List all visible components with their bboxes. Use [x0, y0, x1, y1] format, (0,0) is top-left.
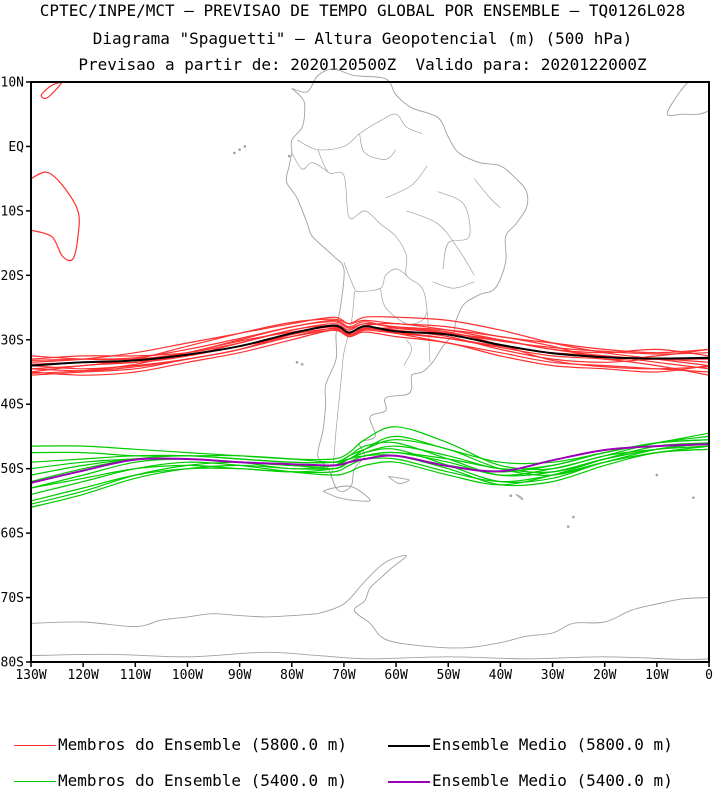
x-tick-label: 80W — [280, 668, 304, 683]
ensemble-lines — [30, 315, 710, 508]
isolated-contours — [30, 81, 80, 262]
y-tick-label: 40S — [1, 398, 24, 413]
x-tick-label: 130W — [15, 668, 46, 683]
legend-members-5400: Membros do Ensemble (5400.0 m) — [14, 772, 374, 792]
country-border — [437, 191, 471, 269]
island-dot — [233, 151, 236, 155]
island-dot — [509, 494, 513, 498]
island-dot — [295, 361, 299, 364]
coastline-segment — [30, 651, 710, 660]
series-line-m5800-7 — [30, 321, 710, 361]
legend-swatch-mean-5400 — [388, 781, 430, 783]
x-tick-label: 20W — [593, 668, 617, 683]
island-dot — [572, 515, 575, 519]
country-border — [343, 262, 407, 293]
country-border — [385, 165, 428, 199]
x-tick-label: 70W — [332, 668, 356, 683]
legend-members-5800: Membros do Ensemble (5800.0 m) — [14, 736, 374, 756]
country-border — [380, 288, 428, 325]
country-border — [291, 152, 329, 173]
series-line-m5400-8 — [30, 442, 710, 495]
coastline-segment — [666, 81, 710, 117]
legend-swatch-members-5400 — [14, 781, 56, 782]
country-border — [359, 133, 397, 160]
country-border — [432, 281, 475, 289]
y-tick-label: EQ — [8, 140, 24, 155]
coastline-segment — [515, 493, 524, 501]
legend-label-members-5400: Membros do Ensemble (5400.0 m) — [58, 771, 347, 790]
country-border — [403, 339, 413, 366]
series-line-m5800-8 — [30, 329, 710, 376]
coastline-segment — [317, 555, 710, 649]
y-tick-label: 10N — [1, 76, 24, 91]
coastline-segment — [322, 485, 371, 502]
y-tick-label: 30S — [1, 333, 24, 348]
island-dot — [300, 362, 304, 366]
island-dot — [692, 496, 695, 499]
coastline-segment — [388, 475, 410, 485]
series-line-m5800-5 — [30, 315, 710, 367]
isolated-contour-loop-left-edge — [30, 171, 80, 262]
y-tick-label: 10S — [1, 204, 24, 219]
legend-label-members-5800: Membros do Ensemble (5800.0 m) — [58, 735, 347, 754]
series-line-m5800-11 — [30, 319, 710, 361]
legend-mean-5400: Ensemble Medio (5400.0 m) — [388, 772, 718, 792]
series-line-m5400-10 — [30, 432, 710, 489]
series-line-m5400-9 — [30, 435, 710, 465]
title-line-2: Diagrama "Spaguetti" – Altura Geopotenci… — [92, 29, 633, 48]
x-tick-label: 0 — [705, 668, 713, 683]
x-tick-label: 60W — [384, 668, 408, 683]
island-dot — [243, 145, 247, 148]
y-tick-label: 70S — [1, 591, 24, 606]
legend-label-mean-5800: Ensemble Medio (5800.0 m) — [432, 735, 673, 754]
title-line-1: CPTEC/INPE/MCT – PREVISAO DE TEMPO GLOBA… — [39, 1, 686, 20]
x-tick-label: 40W — [489, 668, 513, 683]
island-dot — [566, 525, 570, 528]
y-tick-label: 60S — [1, 527, 24, 542]
country-border — [406, 210, 475, 276]
plot-frame — [30, 81, 710, 663]
legend-label-mean-5400: Ensemble Medio (5400.0 m) — [432, 771, 673, 790]
legend-mean-5800: Ensemble Medio (5800.0 m) — [388, 736, 718, 756]
title-line-3: Previsao a partir de: 2020120500Z Valido… — [78, 55, 647, 74]
x-tick-label: 90W — [228, 668, 252, 683]
x-tick-label: 10W — [645, 668, 669, 683]
series-line-ensemble-medio-5400-0-m- — [30, 443, 710, 484]
series-line-ensemble-medio-5800-0-m- — [30, 324, 710, 367]
series-line-m5400-3 — [30, 426, 710, 471]
x-tick-label: 120W — [67, 668, 98, 683]
series-line-m5400-1 — [30, 439, 710, 489]
x-tick-label: 50W — [436, 668, 460, 683]
y-tick-label: 20S — [1, 269, 24, 284]
x-tick-label: 110W — [120, 668, 151, 683]
country-border — [296, 113, 423, 151]
island-dot — [655, 473, 659, 477]
coastline-segment — [30, 613, 318, 628]
y-tick-label: 50S — [1, 462, 24, 477]
country-border — [317, 149, 431, 363]
isolated-contour-small-loop-top-left — [40, 81, 63, 99]
x-tick-label: 30W — [541, 668, 565, 683]
y-tick-label: 80S — [1, 656, 24, 671]
island-dot — [238, 148, 241, 151]
series-line-m5800-1 — [30, 318, 710, 370]
x-tick-label: 100W — [172, 668, 203, 683]
legend-swatch-members-5800 — [14, 745, 56, 746]
island-dot — [287, 154, 291, 158]
coastline-segment — [285, 68, 529, 492]
legend-swatch-mean-5800 — [388, 745, 430, 747]
series-line-m5400-11 — [30, 448, 710, 505]
country-border — [474, 178, 501, 208]
